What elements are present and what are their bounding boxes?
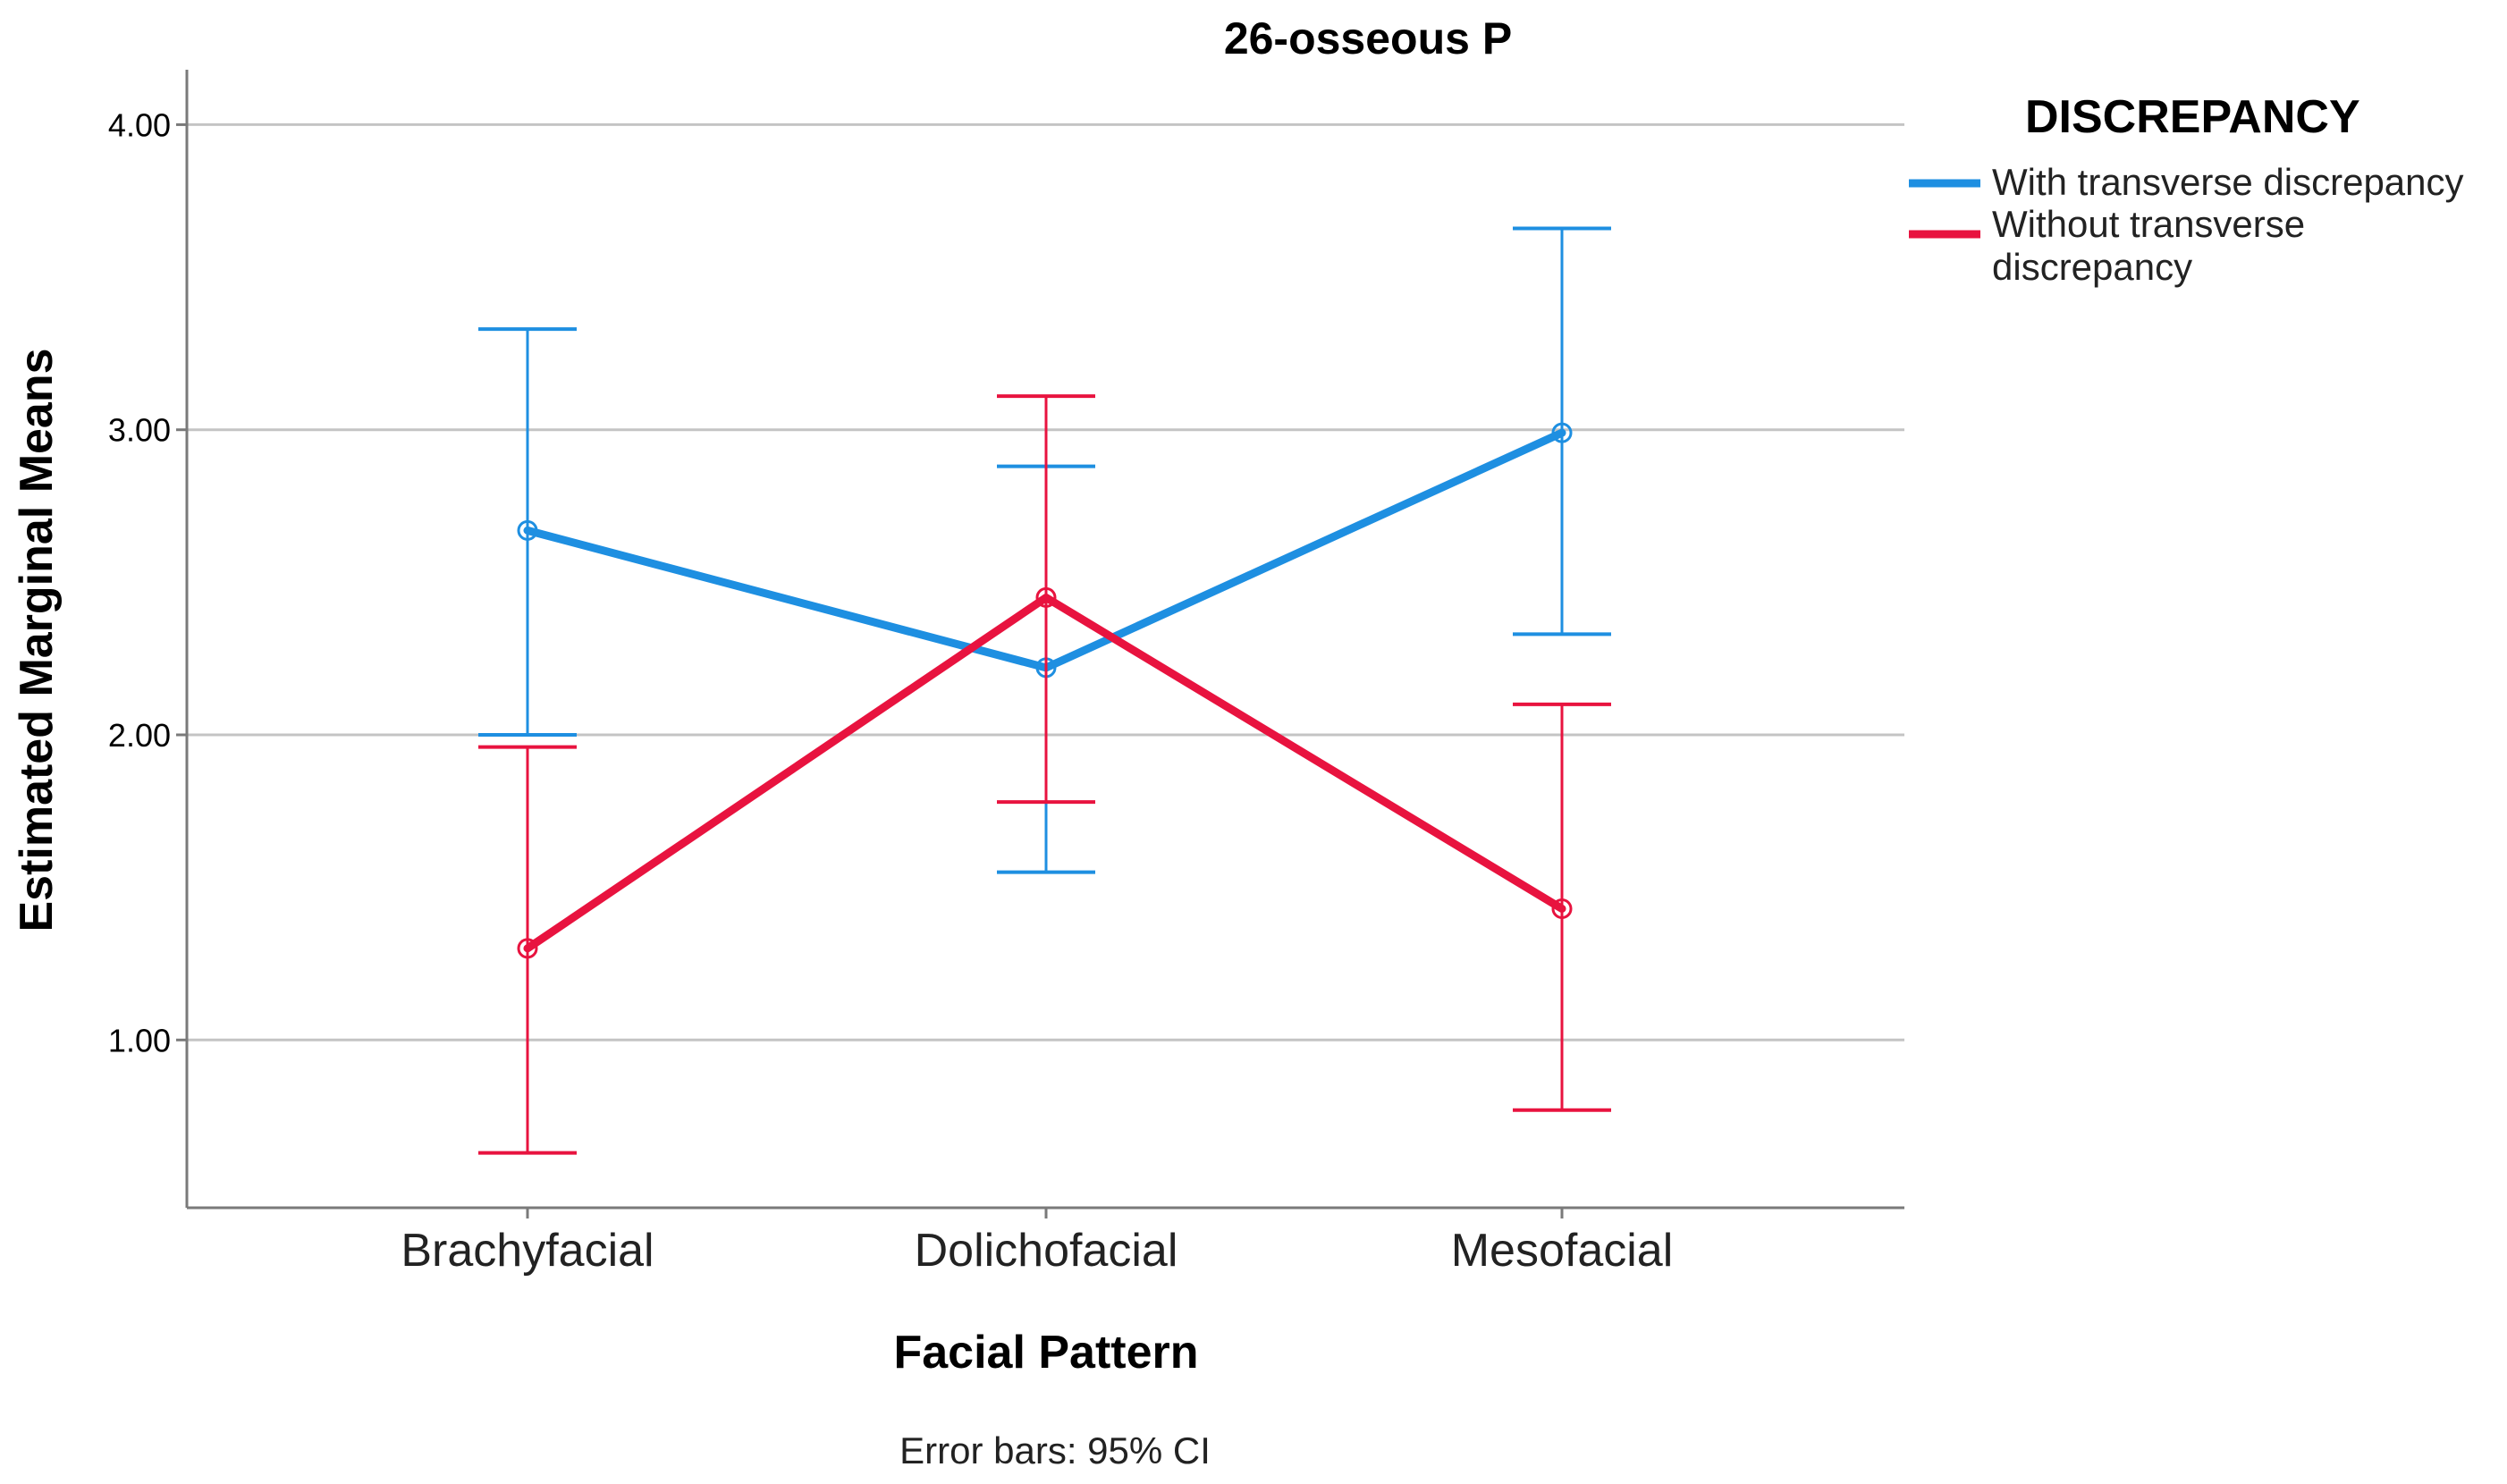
legend-title: DISCREPANCY	[2025, 91, 2360, 143]
y-tick-label-1: 2.00	[108, 717, 171, 754]
x-tick-label-2: Mesofacial	[1451, 1225, 1674, 1277]
legend-label-1-1: discrepancy	[1992, 246, 2192, 288]
y-tick-label-2: 3.00	[108, 412, 171, 449]
x-categories: Brachyfacial Dolichofacial Mesofacial	[401, 1208, 1673, 1277]
y-tick-label-0: 1.00	[108, 1022, 171, 1058]
x-tick-label-0: Brachyfacial	[401, 1225, 654, 1277]
data-point-1-1	[1035, 586, 1057, 608]
y-ticks: 1.00 2.00 3.00 4.00	[108, 106, 187, 1058]
x-tick-label-1: Dolichofacial	[915, 1225, 1178, 1277]
error-bars-note: Error bars: 95% CI	[899, 1429, 1211, 1471]
data-point-0-2	[1551, 422, 1573, 443]
legend-label-0: With transverse discrepancy	[1992, 161, 2464, 203]
legend: DISCREPANCY With transverse discrepancyW…	[1909, 91, 2464, 288]
data-point-1-0	[517, 938, 538, 959]
y-axis-title: Estimated Marginal Means	[11, 348, 63, 932]
y-tick-label-3: 4.00	[108, 106, 171, 143]
data-point-1-2	[1551, 898, 1573, 920]
x-axis-title: Facial Pattern	[893, 1327, 1198, 1379]
chart-title: 26-osseous P	[1224, 13, 1512, 63]
legend-label-1-0: Without transverse	[1992, 203, 2305, 245]
data-point-0-0	[517, 519, 538, 541]
series-1	[478, 394, 1611, 1155]
series	[478, 226, 1611, 1155]
series-line-1	[523, 593, 1566, 953]
